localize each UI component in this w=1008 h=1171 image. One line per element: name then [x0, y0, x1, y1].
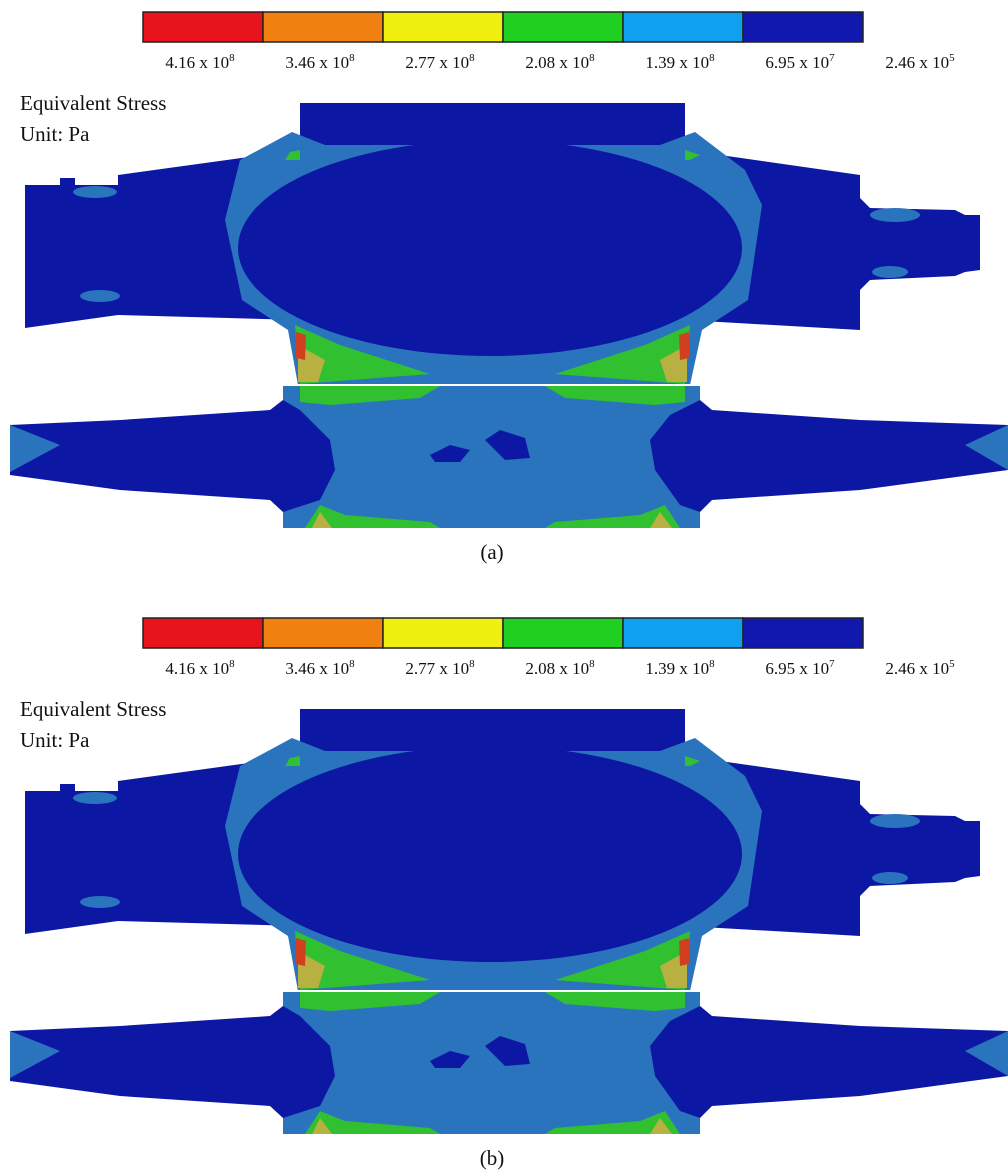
legend-swatch: [623, 12, 743, 42]
label-base: 2.46 x 10: [885, 659, 949, 678]
legend-label: 2.77 x 108: [405, 658, 475, 678]
label-base: 6.95 x 10: [765, 53, 829, 72]
legend-label: 2.46 x 105: [885, 658, 955, 678]
label-exponent: 5: [949, 52, 955, 64]
label-exponent: 8: [349, 658, 355, 670]
panel-b-contour: [10, 709, 1008, 1134]
label-exponent: 8: [469, 52, 475, 64]
legend-swatch: [143, 618, 263, 648]
label-base: 6.95 x 10: [765, 659, 829, 678]
label-exponent: 8: [349, 52, 355, 64]
quantity-label: Equivalent Stress: [20, 91, 166, 115]
legend-label: 2.46 x 105: [885, 52, 955, 72]
legend-swatch: [503, 618, 623, 648]
label-exponent: 8: [229, 52, 235, 64]
legend-label: 1.39 x 108: [645, 658, 715, 678]
label-exponent: 8: [229, 658, 235, 670]
label-base: 4.16 x 10: [165, 659, 229, 678]
label-base: 2.77 x 10: [405, 53, 469, 72]
label-exponent: 8: [709, 658, 715, 670]
unit-label: Unit: Pa: [20, 728, 90, 752]
legend-label: 1.39 x 108: [645, 52, 715, 72]
legend-label: 4.16 x 108: [165, 52, 235, 72]
panel-a-contour: [10, 103, 1008, 528]
label-base: 2.46 x 10: [885, 53, 949, 72]
legend-label: 2.77 x 108: [405, 52, 475, 72]
legend-swatch: [263, 12, 383, 42]
quantity-label: Equivalent Stress: [20, 697, 166, 721]
legend-swatch: [383, 12, 503, 42]
legend-swatch: [143, 12, 263, 42]
legend-swatch: [503, 12, 623, 42]
unit-label: Unit: Pa: [20, 122, 90, 146]
legend-swatch: [743, 618, 863, 648]
legend-swatch: [743, 12, 863, 42]
caption: (a): [480, 540, 503, 564]
legend-label: 2.08 x 108: [525, 658, 595, 678]
label-base: 1.39 x 10: [645, 53, 709, 72]
label-base: 4.16 x 10: [165, 53, 229, 72]
label-base: 1.39 x 10: [645, 659, 709, 678]
label-exponent: 8: [589, 658, 595, 670]
legend-label: 3.46 x 108: [285, 52, 355, 72]
legend-swatch: [383, 618, 503, 648]
caption: (b): [480, 1146, 505, 1170]
label-base: 3.46 x 10: [285, 53, 349, 72]
legend-swatch: [263, 618, 383, 648]
legend-label: 2.08 x 108: [525, 52, 595, 72]
figure: 4.16 x 1083.46 x 1082.77 x 1082.08 x 108…: [0, 0, 1008, 1171]
label-exponent: 8: [589, 52, 595, 64]
label-base: 2.77 x 10: [405, 659, 469, 678]
label-exponent: 8: [709, 52, 715, 64]
legend-swatch: [623, 618, 743, 648]
label-exponent: 7: [829, 52, 835, 64]
label-exponent: 8: [469, 658, 475, 670]
legend-label: 6.95 x 107: [765, 52, 835, 72]
legend-label: 3.46 x 108: [285, 658, 355, 678]
label-base: 2.08 x 10: [525, 659, 589, 678]
label-base: 2.08 x 10: [525, 53, 589, 72]
legend-label: 6.95 x 107: [765, 658, 835, 678]
legend-label: 4.16 x 108: [165, 658, 235, 678]
label-exponent: 5: [949, 658, 955, 670]
label-base: 3.46 x 10: [285, 659, 349, 678]
label-exponent: 7: [829, 658, 835, 670]
